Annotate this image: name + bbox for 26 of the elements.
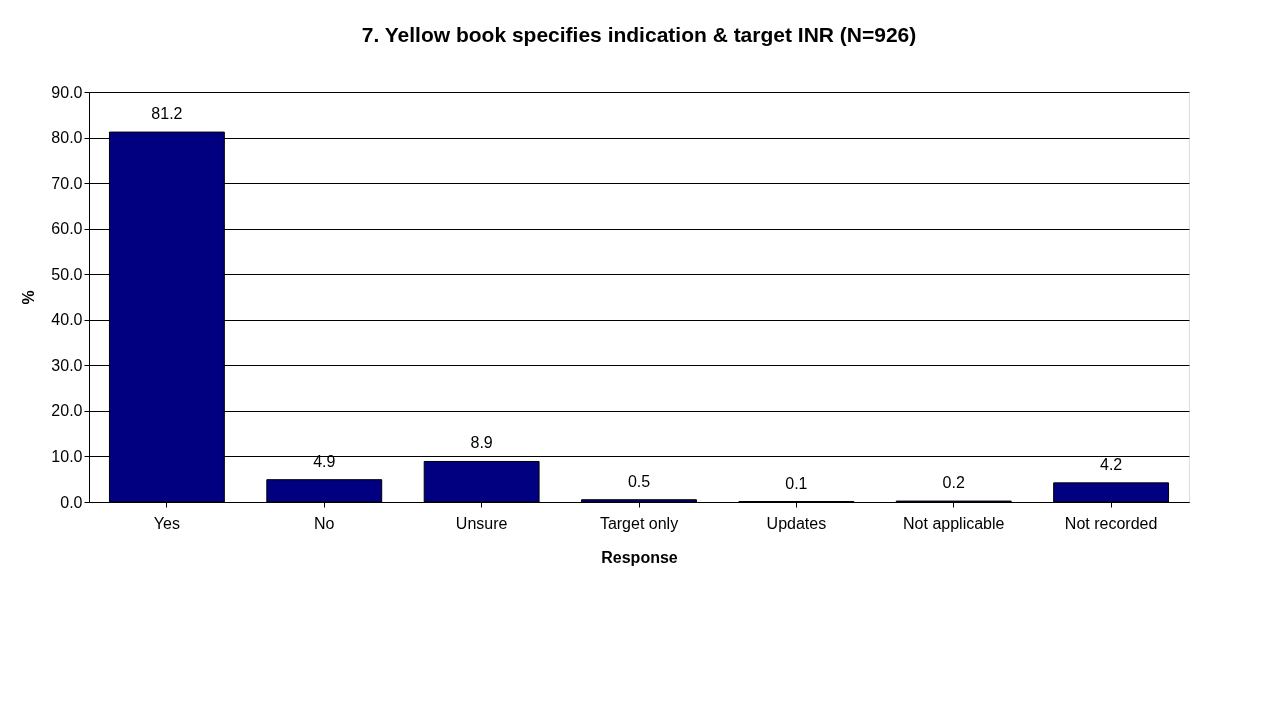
x-tick-label: Yes [153, 514, 180, 532]
data-label: 0.1 [785, 474, 808, 492]
y-tick-label: 60.0 [51, 220, 83, 238]
y-tick-label: 30.0 [51, 356, 83, 374]
y-tick-label: 20.0 [51, 402, 83, 420]
x-tick-label: Target only [599, 514, 679, 532]
y-tick-label: 50.0 [51, 265, 83, 283]
y-tick-label: 40.0 [51, 311, 83, 329]
x-tick-label: No [314, 514, 335, 532]
x-tick-label: Not applicable [903, 514, 1005, 532]
y-tick-label: 0.0 [60, 493, 83, 511]
data-label: 0.5 [627, 472, 651, 490]
y-tick-label: 10.0 [51, 447, 83, 465]
x-axis-title: Response [601, 548, 678, 566]
x-tick-label: Not recorded [1064, 514, 1158, 532]
x-tick-label: Updates [766, 514, 827, 532]
y-tick-label: 90.0 [51, 83, 83, 101]
y-axis-title: % [20, 290, 38, 305]
y-tick-label: 80.0 [51, 129, 83, 147]
x-tick-label: Unsure [455, 514, 508, 532]
data-label: 81.2 [151, 105, 183, 123]
data-label: 8.9 [470, 434, 493, 452]
y-tick-label: 70.0 [51, 174, 83, 192]
chart-title: 7. Yellow book specifies indication & target INR (N=926) [361, 23, 917, 46]
data-label: 0.2 [942, 474, 965, 492]
data-label: 4.2 [1099, 455, 1123, 473]
